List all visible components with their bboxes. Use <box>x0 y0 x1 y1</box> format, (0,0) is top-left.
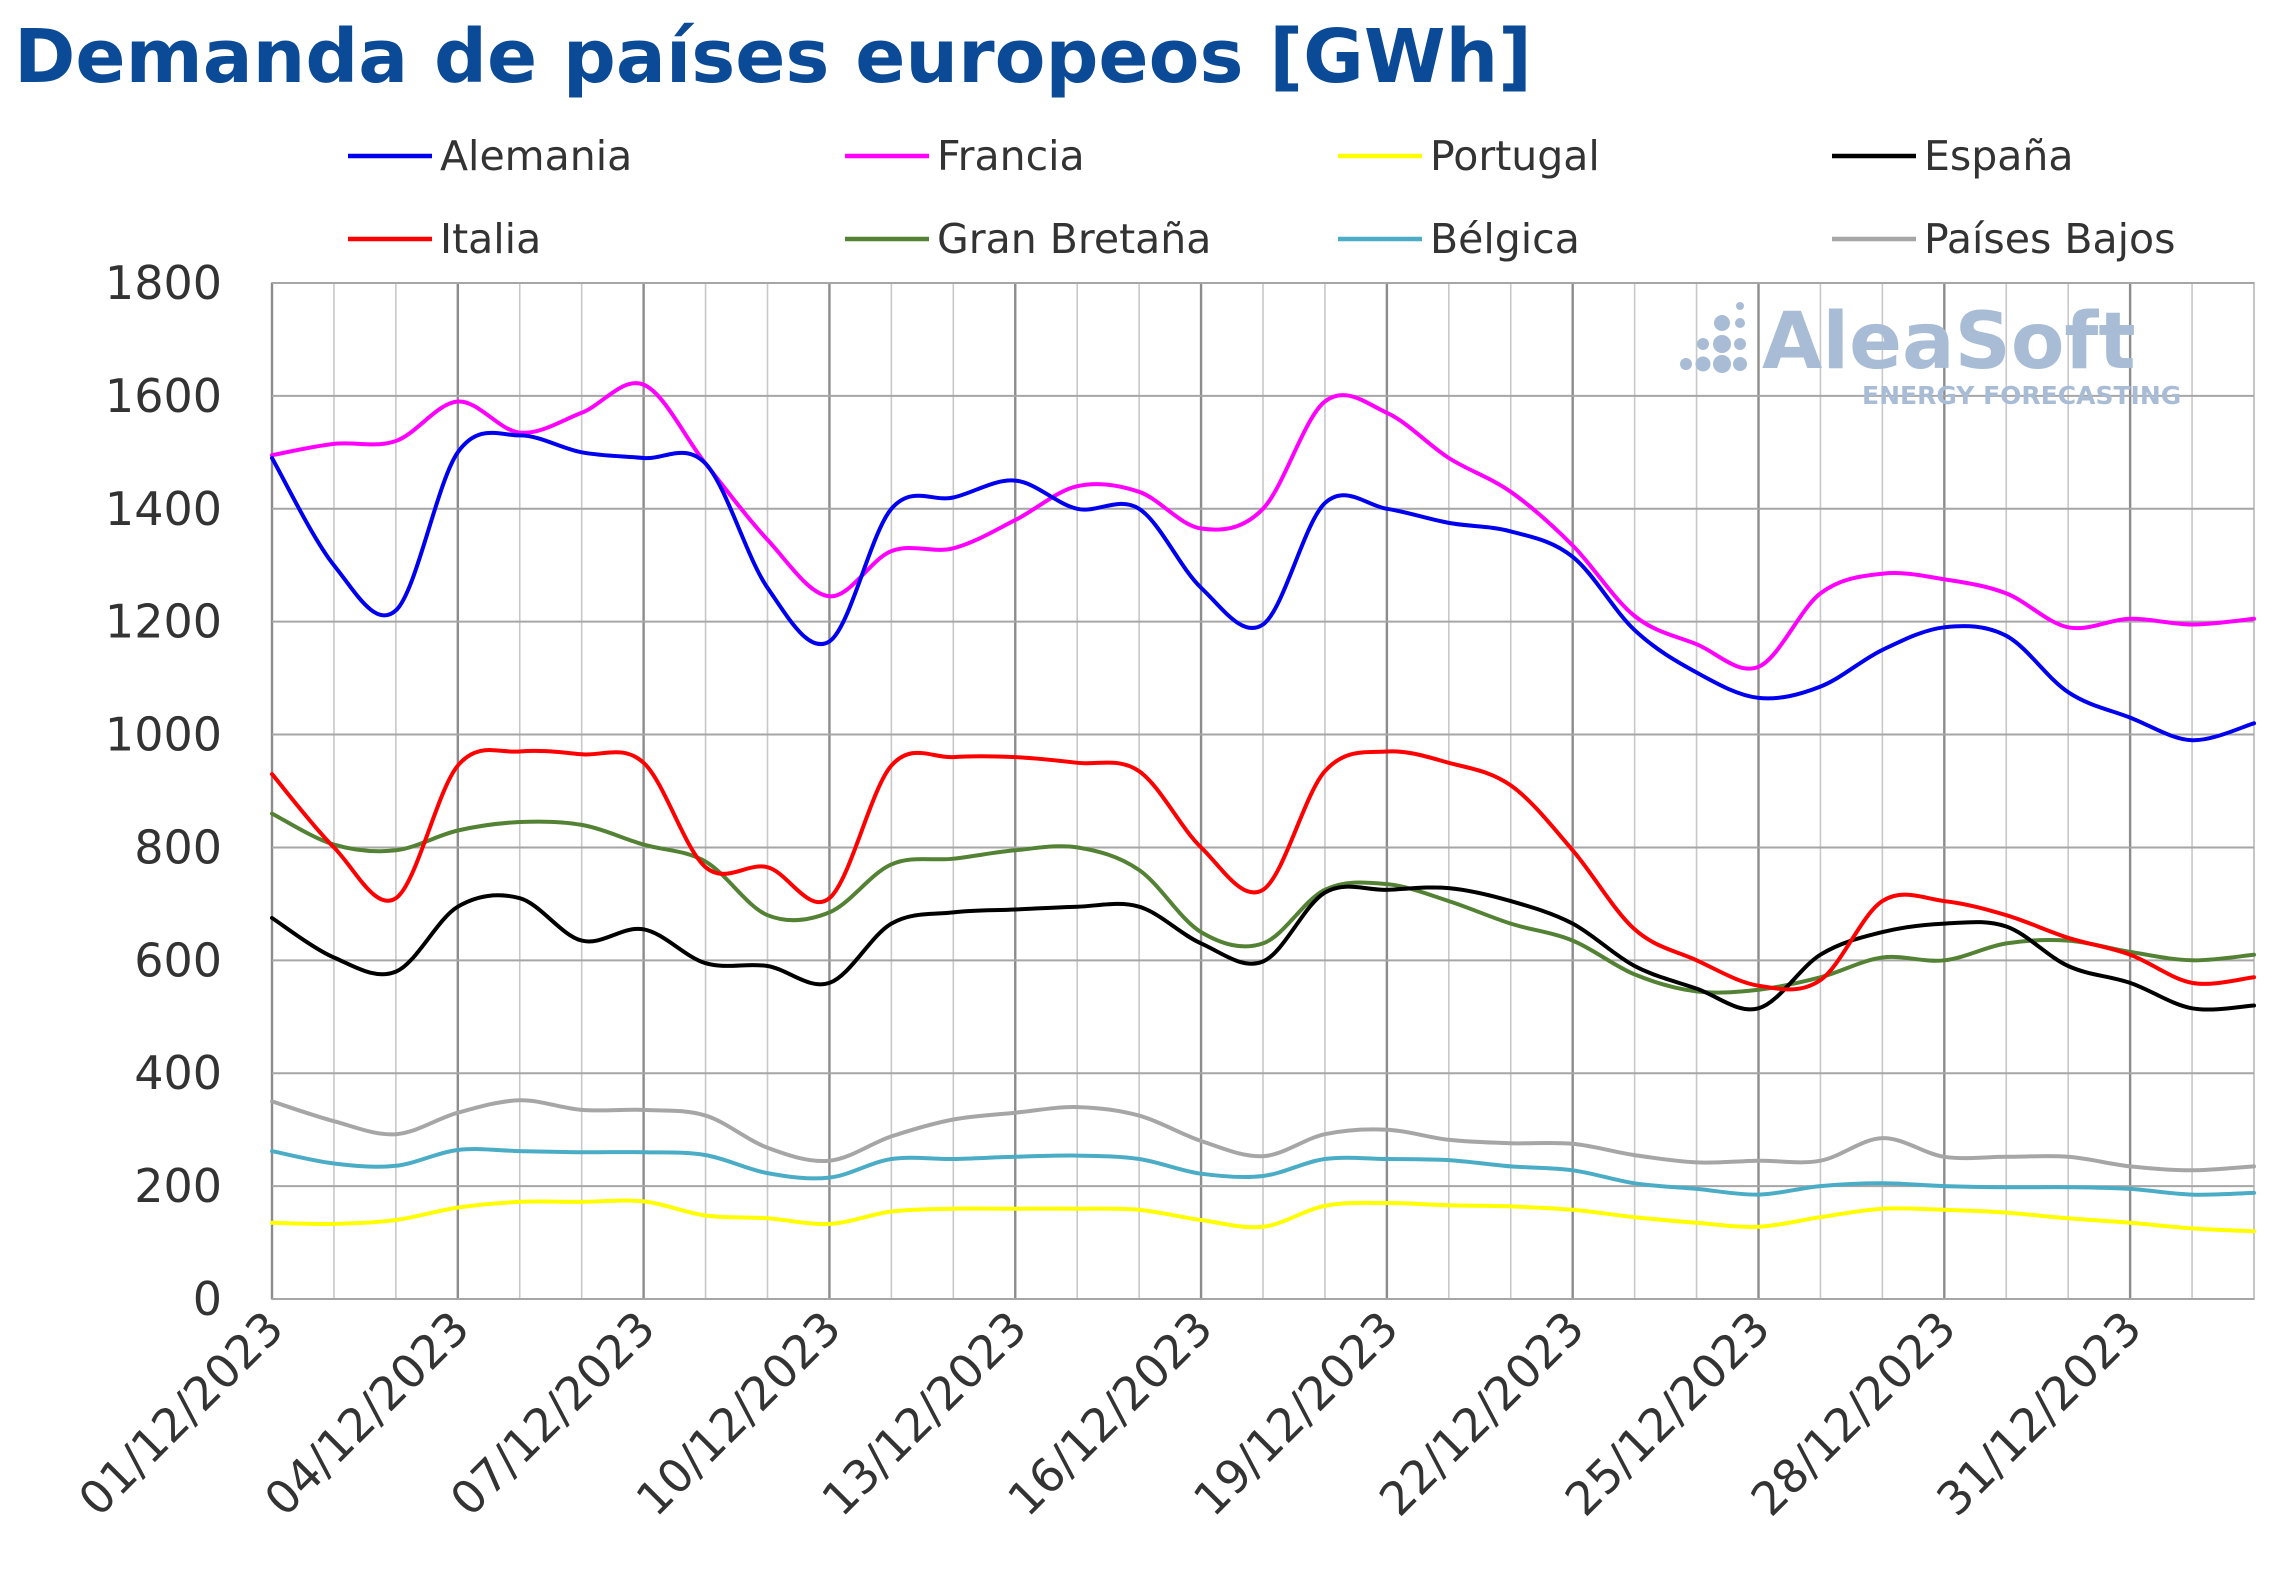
series-line-belgica <box>270 1147 2256 1197</box>
y-tick-label: 800 <box>134 820 222 874</box>
legend-label-alemania: Alemania <box>440 132 632 180</box>
legend-label-belgica: Bélgica <box>1430 215 1580 263</box>
legend-label-francia: Francia <box>937 132 1085 180</box>
legend-label-gran-bretana: Gran Bretaña <box>937 215 1211 263</box>
series-line-paises-bajos <box>270 1098 2256 1173</box>
y-tick-label: 1400 <box>105 482 222 536</box>
grid-layer <box>270 282 2255 1300</box>
y-tick-label: 400 <box>134 1046 222 1100</box>
series-line-gran-bretana <box>270 811 2256 995</box>
watermark: AleaSoft ENERGY FORECASTING <box>1680 297 2181 410</box>
y-tick-label: 1600 <box>105 369 222 423</box>
y-tick-label: 200 <box>134 1159 222 1213</box>
legend-label-paises-bajos: Países Bajos <box>1924 215 2175 263</box>
y-tick-label: 1200 <box>105 595 222 649</box>
series-line-italia <box>270 748 2256 992</box>
legend-label-italia: Italia <box>440 215 541 263</box>
series-line-espana <box>270 884 2256 1012</box>
watermark-brand: AleaSoft <box>1762 297 2136 387</box>
legend: Alemania Francia Portugal España Italia Gran … <box>348 132 2175 263</box>
series-line-francia <box>270 381 2256 671</box>
y-tick-label: 0 <box>193 1272 222 1326</box>
legend-label-espana: España <box>1924 132 2074 180</box>
axis-layer: 02004006008001000120014001600180001/12/2… <box>68 256 2152 1526</box>
watermark-tagline: ENERGY FORECASTING <box>1862 381 2181 410</box>
series-line-alemania <box>270 430 2256 743</box>
y-tick-label: 600 <box>134 933 222 987</box>
aleasoft-logo-dots-icon <box>1680 302 1747 373</box>
y-tick-label: 1000 <box>105 708 222 762</box>
y-tick-label: 1800 <box>105 256 222 310</box>
chart-title: Demanda de países europeos [GWh] <box>14 14 1532 100</box>
series-line-portugal <box>270 1198 2256 1234</box>
series-layer <box>270 381 2256 1234</box>
legend-label-portugal: Portugal <box>1430 132 1600 180</box>
